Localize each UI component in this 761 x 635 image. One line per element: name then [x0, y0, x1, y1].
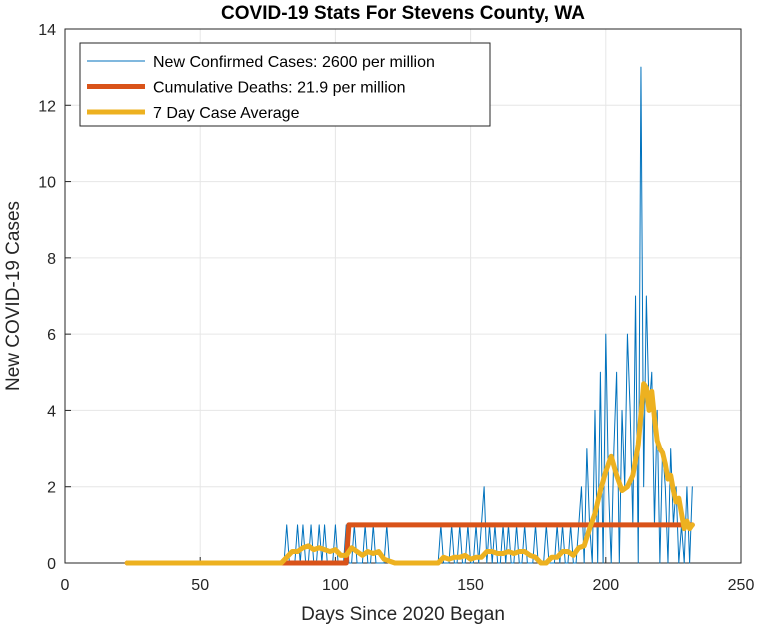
chart-title: COVID-19 Stats For Stevens County, WA [221, 3, 585, 24]
legend: New Confirmed Cases: 2600 per million Cu… [79, 42, 491, 127]
y-tick-label: 0 [47, 556, 56, 573]
x-tick-label: 50 [191, 577, 209, 594]
y-tick-label: 14 [38, 22, 56, 39]
x-tick-label: 0 [61, 577, 70, 594]
x-tick-label: 150 [457, 577, 484, 594]
y-tick-label: 12 [38, 98, 56, 115]
y-tick-label: 2 [47, 480, 56, 497]
y-tick-label: 8 [47, 251, 56, 268]
x-tick-label: 200 [592, 577, 619, 594]
x-tick-label: 250 [728, 577, 755, 594]
series-line-7-day-case-average [124, 381, 695, 566]
y-tick-label: 6 [47, 327, 56, 344]
y-tick-label: 4 [47, 403, 56, 420]
legend-label-cumulative-deaths: Cumulative Deaths: 21.9 per million [153, 80, 406, 97]
x-axis-label: Days Since 2020 Began [301, 604, 505, 625]
x-tick-label: 100 [322, 577, 349, 594]
y-axis-label: New COVID-19 Cases [3, 201, 24, 391]
ticks: 0 50 100 150 200 250 0 2 4 6 8 10 12 14 [38, 22, 754, 594]
series-line-new-confirmed-cases-2600-per-million [126, 66, 693, 564]
series [124, 66, 695, 566]
series-line-cumulative-deaths-21-9-per-million [124, 522, 695, 566]
legend-label-new-cases: New Confirmed Cases: 2600 per million [153, 54, 435, 71]
legend-label-7-day-average: 7 Day Case Average [153, 105, 300, 122]
y-tick-label: 10 [38, 175, 56, 192]
legend-frame [79, 42, 491, 127]
